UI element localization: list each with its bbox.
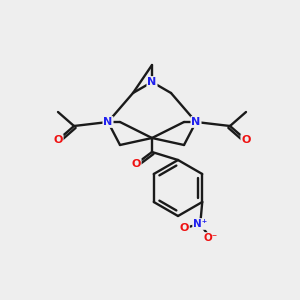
Text: N: N bbox=[147, 77, 157, 87]
Text: O: O bbox=[241, 135, 251, 145]
Text: N: N bbox=[191, 117, 201, 127]
Text: O: O bbox=[53, 135, 63, 145]
Text: O⁻: O⁻ bbox=[203, 233, 218, 243]
Text: N⁺: N⁺ bbox=[193, 219, 207, 229]
Text: O: O bbox=[180, 223, 189, 233]
Text: N: N bbox=[103, 117, 112, 127]
Text: O: O bbox=[131, 159, 141, 169]
